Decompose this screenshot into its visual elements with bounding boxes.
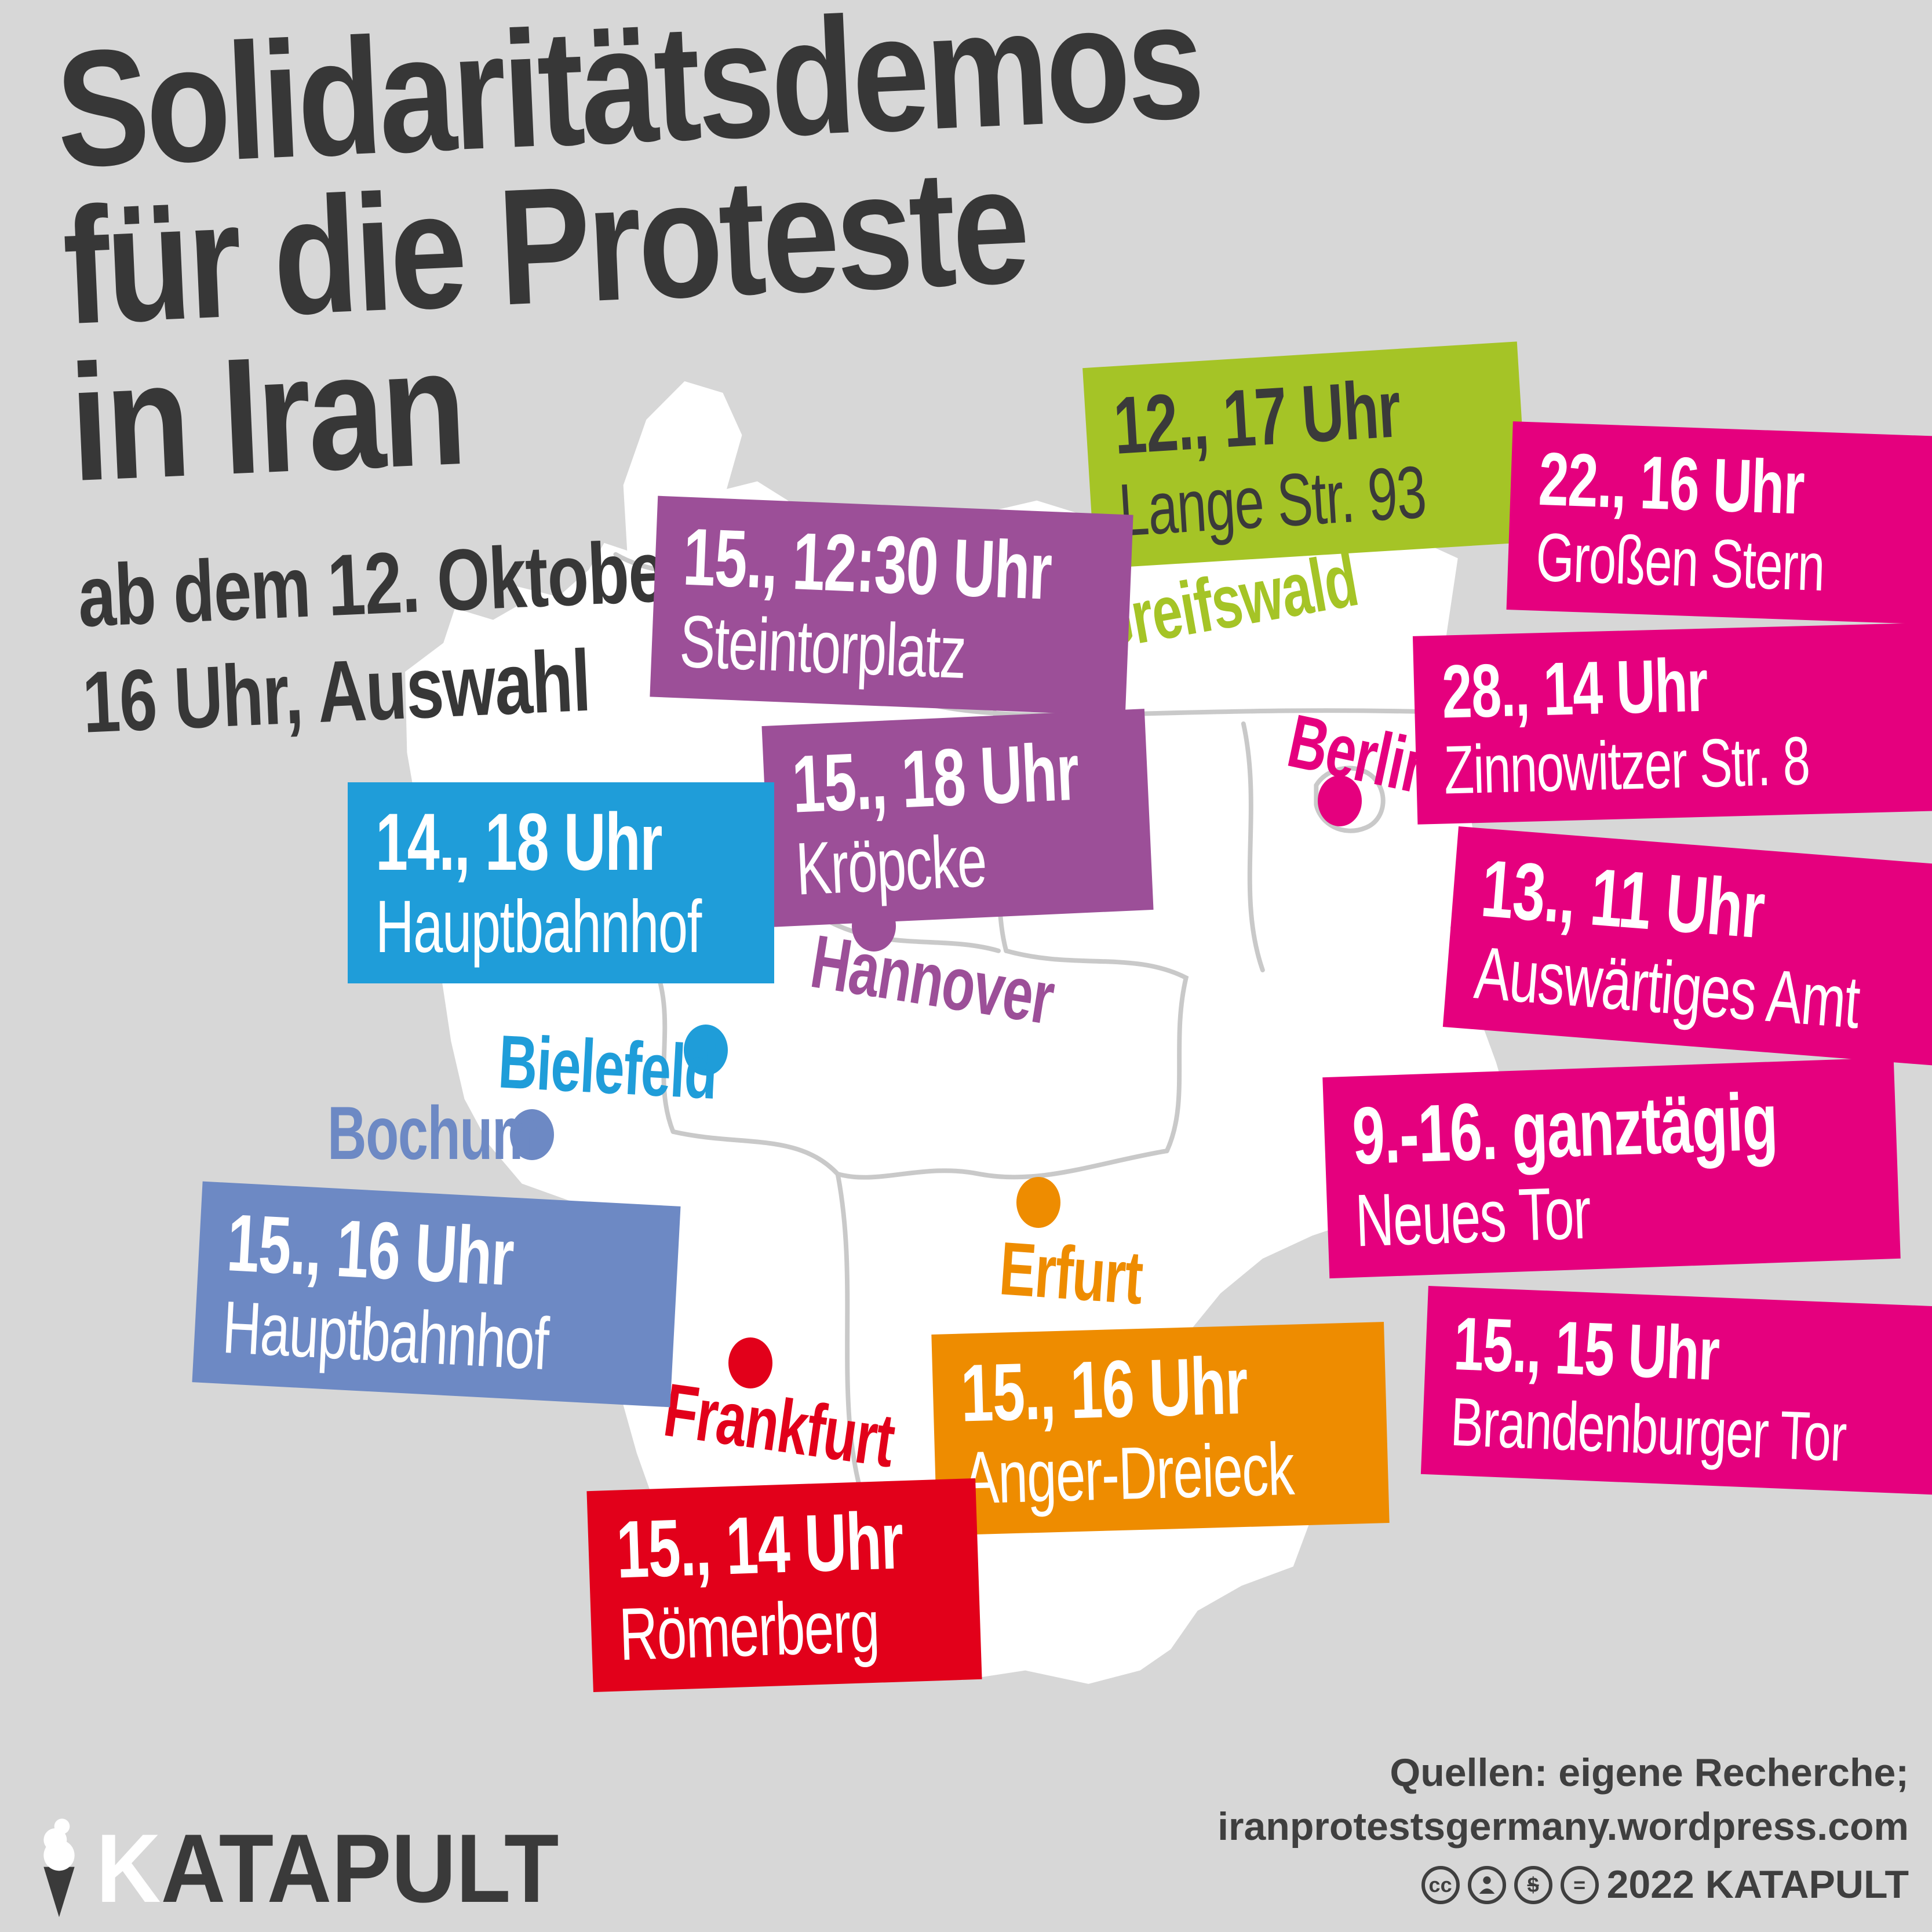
cc-nd-icon: = — [1560, 1866, 1599, 1905]
event-box-hannover-steintorplatz: 15., 12:30 Uhr Steintorplatz — [650, 495, 1133, 716]
cc-nc-icon: $ — [1514, 1866, 1552, 1905]
city-label-erfurt: Erfurt — [997, 1226, 1146, 1321]
event-datetime: 22., 16 Uhr — [1537, 436, 1806, 530]
event-box-berlin-zinnowitzer: 28., 14 Uhr Zinnowitzer Str. 8 — [1412, 621, 1932, 825]
event-location: Kröpcke — [794, 819, 988, 911]
city-dot-berlin — [1318, 775, 1362, 826]
event-datetime: 15., 16 Uhr — [959, 1339, 1249, 1439]
berlin-city-outline — [1314, 765, 1386, 833]
sources-line-1: Quellen: eigene Recherche; — [1390, 1750, 1909, 1795]
sources-line-2: iranprotestsgermany.wordpress.com — [1217, 1805, 1909, 1849]
event-box-berlin-neues-tor: 9.-16. ganztägig Neues Tor — [1322, 1057, 1901, 1278]
event-box-hannover-kroepcke: 15., 18 Uhr Kröpcke — [761, 709, 1154, 927]
event-datetime: 15., 14 Uhr — [615, 1494, 905, 1595]
event-box-berlin-grosser-stern: 22., 16 Uhr Großen Stern — [1506, 421, 1932, 625]
city-dot-bielefeld — [684, 1025, 728, 1076]
event-location: Zinnowitzer Str. 8 — [1443, 723, 1810, 809]
city-dot-erfurt — [1016, 1177, 1060, 1228]
event-box-erfurt: 15., 16 Uhr Anger-Dreieck — [931, 1322, 1390, 1536]
copyright-credit: 2022 KATAPULT — [1606, 1862, 1909, 1907]
event-location: Hauptbahnhof — [376, 885, 702, 968]
license-row: cc $ = 2022 KATAPULT — [1217, 1858, 1909, 1912]
event-datetime: 14., 18 Uhr — [376, 796, 662, 887]
event-datetime: 9.-16. ganztägig — [1351, 1076, 1779, 1182]
event-location: Römerberg — [618, 1584, 880, 1676]
event-box-berlin-brandenburger-tor: 15., 15 Uhr Brandenburger Tor — [1420, 1286, 1932, 1496]
city-label-bochum: Bochum — [327, 1091, 540, 1175]
event-datetime: 15., 18 Uhr — [790, 726, 1081, 830]
sources-block: Quellen: eigene Recherche; iranprotestsg… — [1217, 1746, 1909, 1912]
event-location: Neues Tor — [1354, 1171, 1592, 1263]
city-dot-frankfurt — [728, 1337, 772, 1388]
event-box-frankfurt: 15., 14 Uhr Römerberg — [586, 1478, 982, 1692]
brand-wordmark: KATAPULT — [96, 1814, 559, 1923]
event-datetime: 28., 14 Uhr — [1441, 642, 1708, 734]
event-box-bielefeld: 14., 18 Uhr Hauptbahnhof — [348, 782, 774, 983]
germany-outline — [405, 381, 1515, 1684]
katapult-logo: KATAPULT — [30, 1813, 599, 1924]
ice-cream-cone-icon — [43, 1818, 75, 1917]
event-location: Großen Stern — [1534, 519, 1826, 606]
event-location: Anger-Dreieck — [962, 1427, 1295, 1520]
cc-icon: cc — [1421, 1866, 1460, 1905]
event-box-bochum: 15., 16 Uhr Hauptbahnhof — [192, 1181, 681, 1408]
event-box-greifswald: 12., 17 Uhr Lange Str. 93 — [1082, 341, 1529, 569]
city-dot-bochum — [510, 1109, 554, 1160]
cc-by-person-icon — [1467, 1866, 1506, 1905]
